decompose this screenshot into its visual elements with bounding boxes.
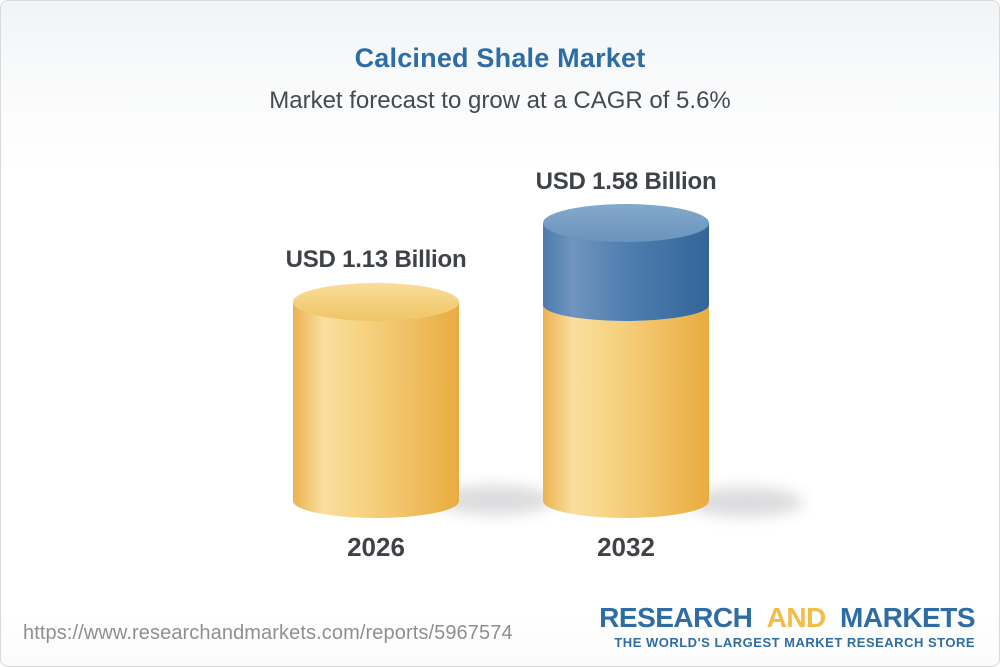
page-title: Calcined Shale Market: [354, 43, 646, 73]
category-label-2032: 2032: [597, 532, 655, 562]
category-label-2026: 2026: [347, 532, 405, 562]
value-label-2026: USD 1.13 Billion: [285, 246, 467, 273]
cylinder-2026: [293, 283, 459, 518]
research-and-markets-logo: RESEARCH AND MARKETS THE WORLD'S LARGEST…: [599, 603, 975, 651]
logo-word-and: AND: [766, 602, 827, 633]
logo-word-research: RESEARCH: [599, 602, 753, 633]
logo-word-markets: MARKETS: [840, 602, 975, 633]
logo-tagline: THE WORLD'S LARGEST MARKET RESEARCH STOR…: [614, 635, 975, 651]
value-label-2032: USD 1.58 Billion: [535, 168, 717, 195]
report-url: https://www.researchandmarkets.com/repor…: [23, 622, 513, 644]
cylinder-2032-base-segment: [543, 305, 709, 518]
cylinder-2032: [543, 204, 709, 518]
cylinder-2032-growth-segment: [543, 223, 709, 321]
page-subtitle: Market forecast to grow at a CAGR of 5.6…: [269, 87, 731, 114]
logo-wordmark: RESEARCH AND MARKETS: [599, 603, 975, 632]
shadow-2026: [437, 485, 553, 515]
shadow-2032: [687, 487, 803, 517]
